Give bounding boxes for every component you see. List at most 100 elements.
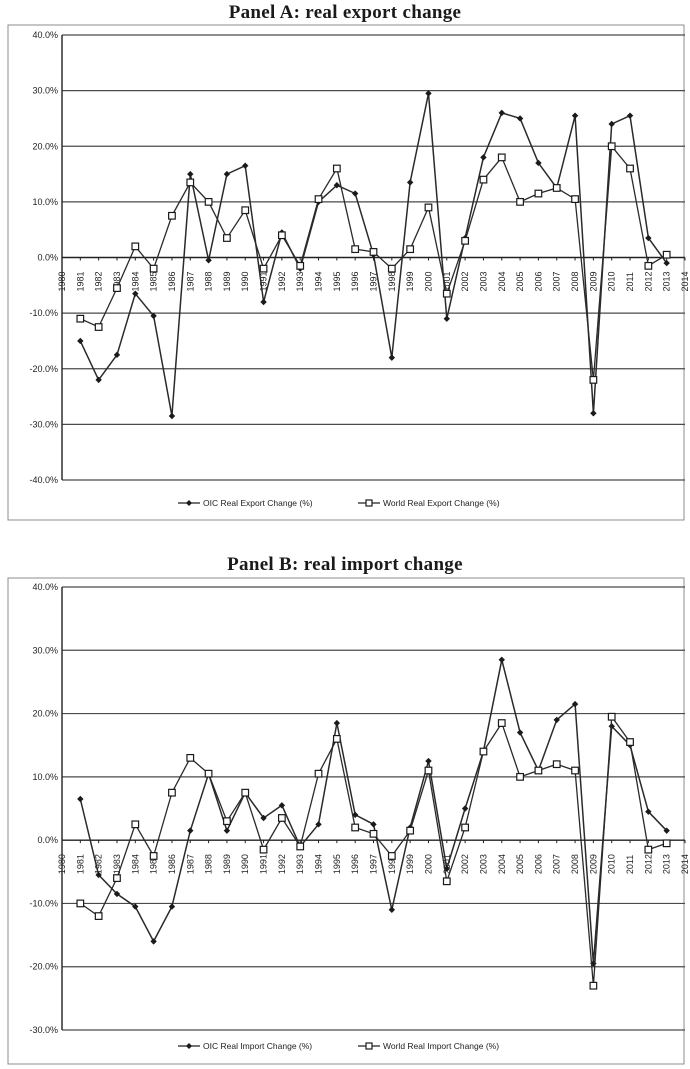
panel-b-oic-point	[608, 723, 615, 730]
panel-a-oic-point	[645, 234, 652, 242]
panel-a-x-tick-label: 1993	[295, 271, 305, 291]
panel-a-x-tick-label: 1998	[387, 271, 397, 291]
panel-a-oic-point	[663, 259, 670, 267]
panel-b-world-point	[332, 734, 341, 743]
panel-b-x-tick-label: 1990	[240, 854, 250, 874]
panel-b-x-tick-label: 1999	[405, 854, 415, 874]
panel-b-x-tick-label: 1989	[222, 854, 232, 874]
panel-a-legend-world-marker	[365, 499, 373, 507]
panel-a-world-point	[461, 236, 470, 245]
panel-b-world-point	[351, 823, 360, 832]
panel-a-oic-point	[168, 412, 176, 420]
panel-b-oic-point	[516, 729, 524, 736]
panel-a-oic-point	[626, 112, 634, 119]
panel-a-world-point	[406, 245, 415, 254]
panel-a-world-point	[314, 195, 323, 203]
panel-a-world-point	[149, 264, 158, 273]
panel-b-y-tick-label: 0.0%	[37, 835, 58, 845]
panel-b-legend-oic-marker	[186, 1043, 192, 1049]
panel-a-oic-point	[443, 315, 450, 322]
panel-a-y-tick-label: -40.0%	[29, 475, 58, 485]
panel-b-y-tick-label: 10.0%	[32, 772, 58, 782]
panel-b-world-point	[149, 852, 158, 860]
panel-a-legend-oic-marker	[186, 500, 192, 506]
panel-a-world-point	[277, 231, 286, 240]
panel-a-x-tick-label: 2012	[643, 271, 653, 291]
panel-a-world-point	[186, 178, 195, 187]
panel-b-x-tick-label: 1982	[94, 854, 104, 874]
panel-b-world-point	[113, 874, 121, 883]
panel-b-world-point	[277, 814, 286, 822]
panel-b-world-point	[204, 769, 213, 778]
panel-b-x-tick-label: 1983	[112, 854, 122, 874]
panel-a-legend-oic-label: OIC Real Export Change (%)	[203, 498, 313, 508]
panel-b-world-point	[314, 769, 323, 778]
panel-a-oic-point	[113, 351, 121, 359]
panel-b-world-point	[552, 760, 561, 769]
panel-b-oic-point	[150, 938, 157, 945]
panel-a-oic-point	[242, 162, 249, 169]
panel-a-oic-point	[406, 179, 414, 186]
panel-b-oic-point	[663, 827, 670, 834]
panel-a-world-point	[387, 264, 396, 273]
panel-a-y-tick-label: -20.0%	[29, 364, 58, 374]
panel-a-world-point	[332, 164, 341, 173]
panel-b-gridlines	[62, 586, 685, 1031]
panel-a-world-point	[204, 197, 213, 206]
panel-a-world-point	[168, 211, 176, 220]
panel-b-world-point	[607, 712, 616, 721]
panel-a-frame	[7, 24, 685, 521]
panel-a-world-point	[479, 175, 488, 184]
panel-b-x-tick-label: 1986	[167, 854, 177, 874]
panel-a-world-point	[607, 142, 616, 151]
panel-a-x-tick-label: 1999	[405, 271, 415, 291]
panel-a-world-point	[552, 184, 561, 192]
panel-a-x-tick-label: 1991	[259, 271, 269, 291]
panel-a-x-tick-label: 2011	[625, 272, 635, 291]
panel-b-y-tick-label: -30.0%	[29, 1025, 58, 1035]
panel-a-x-tick-label: 2009	[588, 271, 598, 291]
panel-b-world-point	[516, 772, 524, 781]
panel-a-oic-point	[590, 410, 597, 417]
panel-a-x-tick-label: 2003	[478, 271, 488, 291]
panel-a-oic-point	[351, 190, 359, 197]
panel-b-world-point	[131, 820, 140, 829]
panel-a-world-point	[296, 261, 305, 270]
panel-a-x-tick-label: 1995	[332, 271, 342, 291]
panel-b-world-point	[571, 766, 579, 775]
panel-b-world-point	[296, 842, 305, 851]
panel-a-x-tick-label: 1988	[204, 271, 214, 291]
panel-b-legend-world-marker	[365, 1042, 373, 1050]
panel-b-x-tick-label: 1993	[295, 854, 305, 874]
panel-b-world-point	[534, 766, 543, 775]
panel-b-x-tick-label: 2005	[515, 854, 525, 874]
panel-a-oic-point	[260, 298, 267, 306]
panel-b-y-tick-label: 20.0%	[32, 709, 58, 719]
panel-b-y-tick-label: -10.0%	[29, 898, 58, 908]
panel-a-oic-point	[132, 290, 139, 297]
panel-b-x-tick-label: 2011	[625, 855, 635, 874]
panel-a-world-point	[571, 195, 579, 203]
panel-b-x-tick-label: 2008	[570, 854, 580, 874]
panel-b-oic-point	[553, 716, 560, 724]
panel-b-y-tick-label: 40.0%	[32, 582, 58, 592]
panel-a-x-tick-label: 1986	[167, 271, 177, 291]
panel-a-world-point	[424, 203, 433, 212]
panel-a-x-tick-label: 2001	[442, 271, 452, 291]
panel-b-world-point	[479, 747, 488, 756]
panel-a-x-tick-label: 1985	[149, 271, 159, 291]
panel-a-x-tick-label: 2013	[662, 271, 672, 291]
panel-a-x-tick-label: 2002	[460, 271, 470, 291]
panel-a-world-point	[131, 242, 140, 251]
panel-b-x-tick-label: 1981	[75, 854, 85, 874]
panel-a-oic-point	[187, 170, 194, 178]
panel-a-world-point	[241, 206, 250, 215]
panel-a-x-tick-label: 1980	[57, 271, 67, 291]
panel-b-x-tick-label: 2010	[607, 854, 617, 874]
panel-a-oic-point	[535, 159, 542, 167]
panel-a-x-tick-label: 1989	[222, 271, 232, 291]
panel-b-world-point	[644, 845, 653, 854]
panel-a-world-point	[442, 289, 451, 298]
panel-b-x-tick-label: 2006	[533, 854, 543, 874]
panel-a-oic-point	[480, 154, 487, 161]
